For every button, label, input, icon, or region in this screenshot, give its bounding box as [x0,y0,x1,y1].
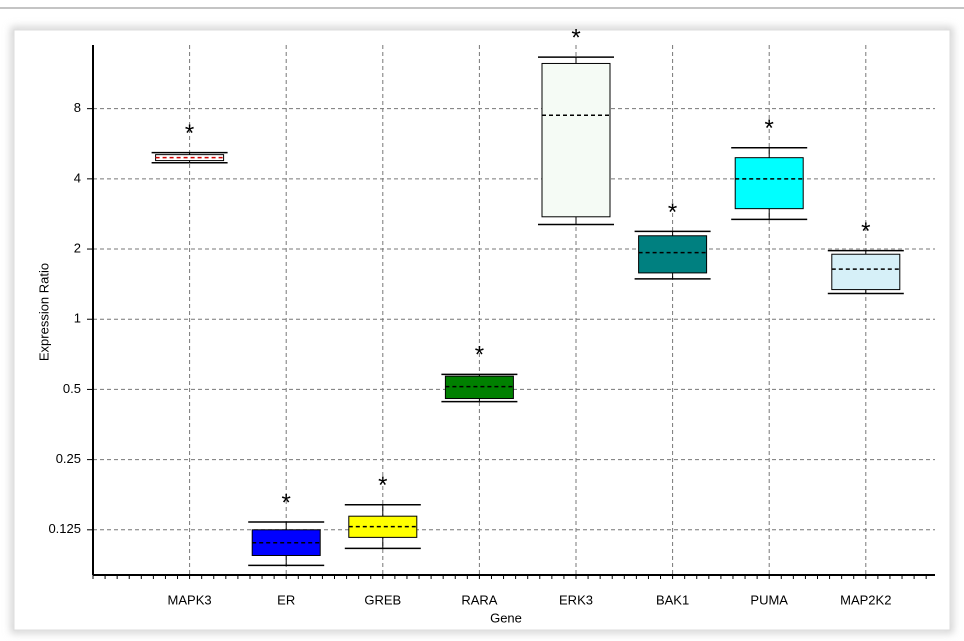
annotation: * [571,25,580,52]
x-tick-label: ER [277,592,295,607]
box [831,253,901,291]
box [541,62,611,218]
y-axis-label: Expression Ratio [36,263,51,361]
box [734,157,804,210]
y-tick-label: 0.125 [48,521,81,536]
panel [13,29,951,631]
x-tick-label: ERK3 [559,592,593,607]
x-tick-label: MAP2K2 [840,592,891,607]
x-tick-label: BAK1 [656,592,689,607]
x-tick-label: PUMA [750,592,788,607]
x-axis-label: Gene [490,610,522,625]
x-tick-label: MAPK3 [168,592,212,607]
y-tick-label: 8 [74,100,81,115]
annotation: * [861,218,870,245]
x-tick-label: RARA [461,592,497,607]
y-tick-label: 2 [74,240,81,255]
annotation: * [668,199,677,226]
x-tick-label: GREB [364,592,401,607]
box [638,235,708,274]
annotation: * [185,120,194,147]
annotation: * [282,489,291,516]
y-tick-label: 0.25 [56,451,81,466]
annotation: * [765,115,774,142]
annotation: * [378,472,387,499]
y-tick-label: 0.5 [63,381,81,396]
y-tick-label: 1 [74,311,81,326]
y-tick-label: 4 [74,170,81,185]
annotation: * [475,342,484,369]
